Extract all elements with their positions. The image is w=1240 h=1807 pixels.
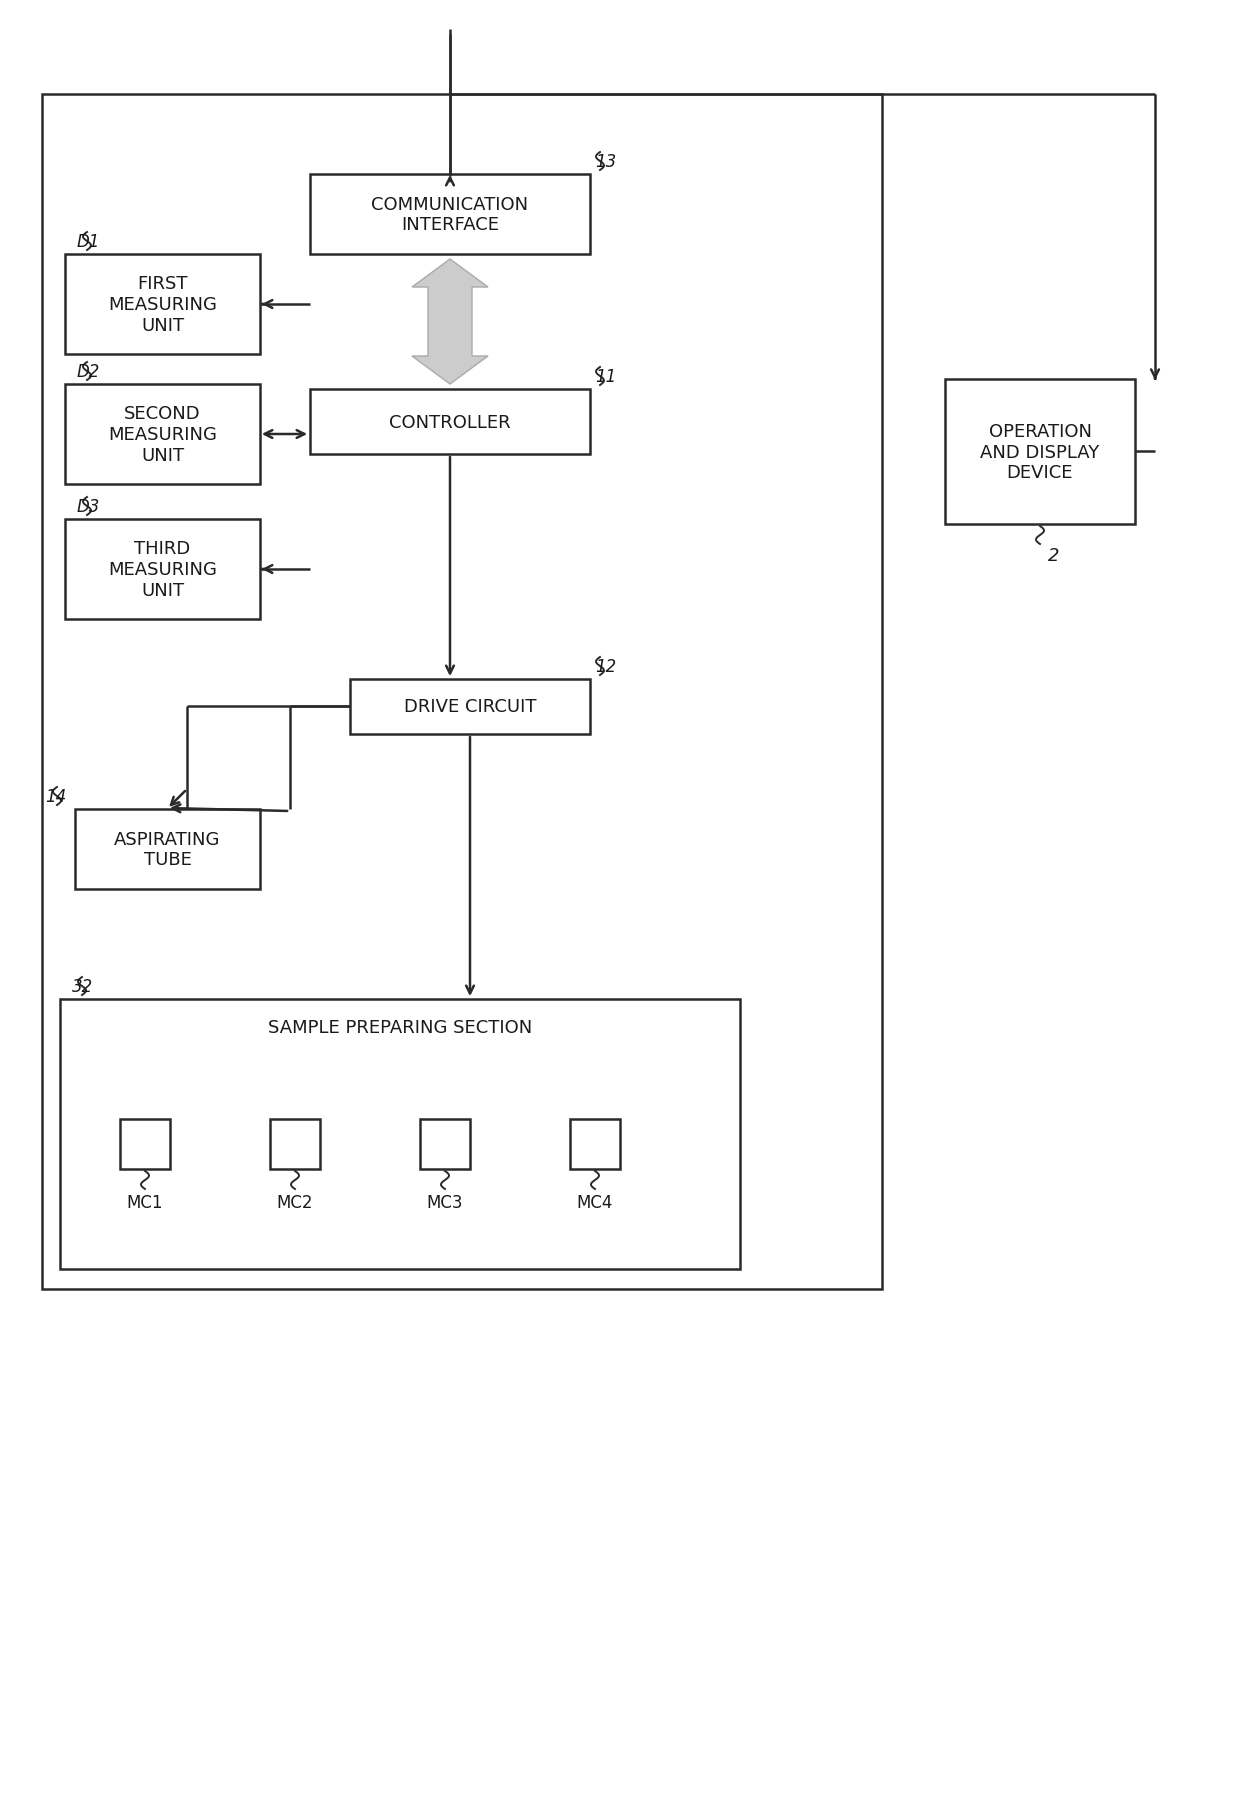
Text: ASPIRATING
TUBE: ASPIRATING TUBE — [114, 829, 221, 869]
Bar — [64, 255, 260, 354]
Text: SECOND
MEASURING
UNIT: SECOND MEASURING UNIT — [108, 405, 217, 464]
Text: 11: 11 — [595, 369, 616, 385]
Bar — [64, 385, 260, 484]
Bar — [310, 390, 590, 455]
Text: MC3: MC3 — [427, 1193, 464, 1211]
Bar — [945, 379, 1135, 524]
Bar — [42, 96, 882, 1288]
Bar — [270, 1119, 320, 1169]
Text: SAMPLE PREPARING SECTION: SAMPLE PREPARING SECTION — [268, 1019, 532, 1037]
Bar — [64, 520, 260, 620]
Text: OPERATION
AND DISPLAY
DEVICE: OPERATION AND DISPLAY DEVICE — [981, 423, 1100, 482]
Bar — [60, 999, 740, 1269]
Text: 14: 14 — [45, 788, 66, 806]
Text: MC1: MC1 — [126, 1193, 164, 1211]
Bar — [570, 1119, 620, 1169]
Text: D3: D3 — [77, 497, 100, 515]
Text: COMMUNICATION
INTERFACE: COMMUNICATION INTERFACE — [372, 195, 528, 235]
Text: 12: 12 — [595, 658, 616, 676]
Text: 32: 32 — [72, 978, 93, 996]
Text: THIRD
MEASURING
UNIT: THIRD MEASURING UNIT — [108, 540, 217, 600]
Text: D1: D1 — [77, 233, 100, 251]
Text: D2: D2 — [77, 363, 100, 381]
Text: MC2: MC2 — [277, 1193, 314, 1211]
Text: 2: 2 — [1048, 548, 1059, 564]
Bar — [120, 1119, 170, 1169]
Text: FIRST
MEASURING
UNIT: FIRST MEASURING UNIT — [108, 275, 217, 334]
Text: MC4: MC4 — [577, 1193, 614, 1211]
Bar — [310, 175, 590, 255]
Polygon shape — [412, 260, 489, 385]
Bar — [74, 810, 260, 889]
Text: 13: 13 — [595, 154, 616, 172]
Bar — [420, 1119, 470, 1169]
Bar — [350, 679, 590, 735]
Text: DRIVE CIRCUIT: DRIVE CIRCUIT — [404, 698, 536, 716]
Text: CONTROLLER: CONTROLLER — [389, 414, 511, 432]
